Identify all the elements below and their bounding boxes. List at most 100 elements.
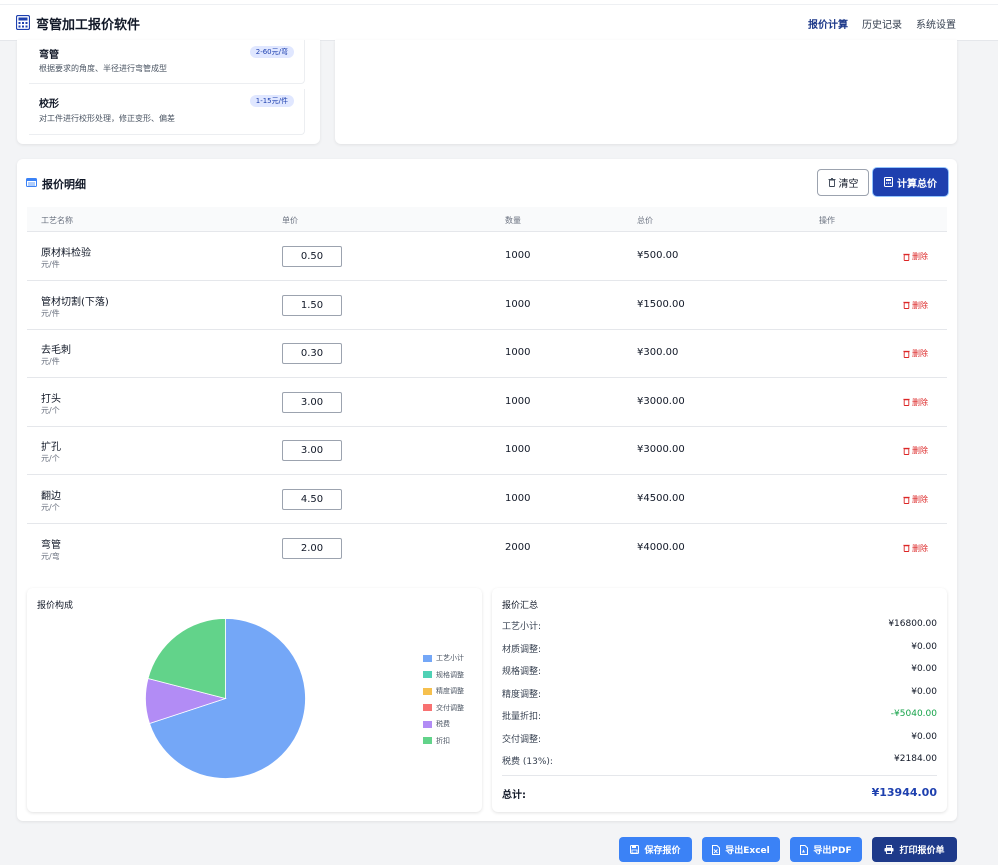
- quantity: 1000: [505, 444, 531, 456]
- header-total: 总价: [637, 216, 653, 225]
- process-unit: 元/件: [41, 357, 60, 367]
- unit-price-input[interactable]: 3.00: [282, 440, 342, 462]
- unit-price-input[interactable]: 4.50: [282, 489, 342, 510]
- delete-button[interactable]: 删除: [903, 494, 928, 505]
- table-row: 原材料检验 元/件 0.50 1000 ¥500.00 删除: [27, 232, 947, 281]
- unit-price-input[interactable]: 3.00: [282, 391, 342, 413]
- header-qty: 数量: [505, 216, 521, 225]
- delete-button[interactable]: 删除: [903, 348, 928, 359]
- legend-swatch: [423, 704, 432, 712]
- legend-swatch: [423, 687, 432, 695]
- summary-value: ¥16800.00: [888, 619, 937, 629]
- pie-chart: [145, 618, 306, 779]
- save-quote-button[interactable]: 保存报价: [619, 837, 692, 862]
- quantity: 1000: [505, 347, 531, 359]
- summary-row: 批量折扣: -¥5040.00: [502, 709, 937, 723]
- summary-label: 精度调整:: [502, 689, 542, 700]
- summary-card: 报价汇总 工艺小计: ¥16800.00 材质调整: ¥0.00 规格调整: ¥0.00 精…: [492, 588, 947, 812]
- summary-total-row: 总计: ¥13944.00: [502, 786, 937, 801]
- trash-icon: [903, 350, 910, 358]
- summary-title: 报价汇总: [502, 601, 539, 611]
- pdf-label: 导出PDF: [813, 846, 852, 856]
- process-item-bend[interactable]: 弯管 2-60元/弯 根据要求的角度、半径进行弯管成型: [29, 40, 305, 84]
- app-title: 弯管加工报价软件: [36, 18, 141, 33]
- delete-button[interactable]: 删除: [903, 445, 928, 456]
- summary-divider: [502, 775, 937, 776]
- summary-row: 工艺小计: ¥16800.00: [502, 619, 937, 633]
- delete-button[interactable]: 删除: [903, 543, 928, 554]
- summary-label: 交付调整:: [502, 734, 542, 745]
- legend-label: 工艺小计: [436, 654, 464, 663]
- row-total: ¥4000.00: [637, 541, 685, 553]
- unit-price-input[interactable]: 2.00: [282, 537, 342, 559]
- header-price: 单价: [282, 216, 298, 225]
- row-total: ¥500.00: [637, 250, 679, 261]
- legend-label: 税费: [436, 720, 450, 729]
- quantity: 1000: [505, 395, 531, 407]
- delete-button[interactable]: 删除: [903, 251, 928, 262]
- row-total: ¥300.00: [637, 347, 679, 359]
- summary-label: 材质调整:: [502, 644, 542, 655]
- trash-icon: [903, 496, 910, 504]
- trash-icon: [828, 178, 835, 187]
- table-row: 打头 元/个 3.00 1000 ¥3000.00 删除: [27, 378, 947, 427]
- legend-item: 规格调整: [423, 667, 464, 684]
- save-label: 保存报价: [644, 846, 681, 856]
- process-name: 校形: [39, 99, 59, 110]
- top-strip: [0, 0, 998, 5]
- trash-icon: [903, 544, 910, 553]
- process-name: 原材料检验: [41, 248, 91, 259]
- summary-label: 规格调整:: [502, 667, 542, 677]
- legend-item: 折扣: [423, 733, 464, 750]
- table-row: 去毛刺 元/件 0.30 1000 ¥300.00 删除: [27, 329, 947, 379]
- printer-icon: [884, 845, 894, 854]
- export-excel-button[interactable]: 导出Excel: [702, 837, 780, 862]
- list-icon: [26, 178, 37, 187]
- process-name: 翻边: [41, 491, 61, 502]
- export-pdf-button[interactable]: 导出PDF: [790, 837, 862, 862]
- print-quote-button[interactable]: 打印报价单: [872, 837, 957, 862]
- legend-item: 交付调整: [423, 700, 464, 717]
- table-row: 弯管 元/弯 2.00 2000 ¥4000.00 删除: [27, 524, 947, 573]
- legend-item: 税费: [423, 716, 464, 733]
- summary-value: ¥0.00: [911, 641, 937, 652]
- row-total: ¥3000.00: [637, 444, 685, 456]
- chart-legend: 工艺小计规格调整精度调整交付调整税费折扣: [423, 650, 464, 749]
- trash-icon: [903, 399, 910, 407]
- nav-settings[interactable]: 系统设置: [916, 20, 956, 31]
- process-unit: 元/件: [41, 260, 60, 269]
- delete-label: 删除: [912, 543, 928, 553]
- row-total: ¥4500.00: [637, 493, 685, 504]
- process-name: 管材切割(下落): [41, 296, 109, 308]
- file-excel-icon: [712, 844, 721, 855]
- delete-button[interactable]: 删除: [903, 300, 928, 311]
- summary-value: ¥0.00: [911, 686, 937, 697]
- process-name: 去毛刺: [41, 345, 71, 357]
- process-unit: 元/件: [41, 308, 60, 318]
- summary-label: 批量折扣:: [502, 712, 542, 722]
- table-row: 管材切割(下落) 元/件 1.50 1000 ¥1500.00 删除: [27, 281, 947, 330]
- pie-slice-0: [149, 618, 306, 779]
- process-item-straighten[interactable]: 校形 1-15元/件 对工件进行校形处理，修正变形、偏差: [29, 89, 305, 135]
- summary-row: 精度调整: ¥0.00: [502, 687, 937, 701]
- header: 弯管加工报价软件 报价计算 历史记录 系统设置: [0, 5, 998, 41]
- legend-swatch: [423, 671, 432, 679]
- summary-row: 交付调整: ¥0.00: [502, 732, 937, 746]
- process-name: 弯管: [39, 50, 59, 61]
- nav-quote[interactable]: 报价计算: [808, 20, 848, 31]
- delete-button[interactable]: 删除: [903, 397, 928, 408]
- excel-label: 导出Excel: [725, 846, 770, 856]
- summary-value: -¥5040.00: [890, 709, 937, 719]
- unit-price-input[interactable]: 0.30: [282, 343, 342, 365]
- clear-button[interactable]: 清空: [817, 169, 869, 196]
- process-price-badge: 2-60元/弯: [249, 46, 294, 58]
- legend-label: 精度调整: [436, 687, 464, 696]
- nav-history[interactable]: 历史记录: [862, 20, 902, 31]
- trash-icon: [903, 253, 910, 261]
- quantity: 2000: [505, 541, 531, 553]
- row-total: ¥3000.00: [637, 395, 685, 407]
- process-name: 弯管: [41, 539, 61, 551]
- calculate-button[interactable]: 计算总价: [873, 168, 948, 196]
- unit-price-input[interactable]: 0.50: [282, 246, 342, 267]
- unit-price-input[interactable]: 1.50: [282, 294, 342, 316]
